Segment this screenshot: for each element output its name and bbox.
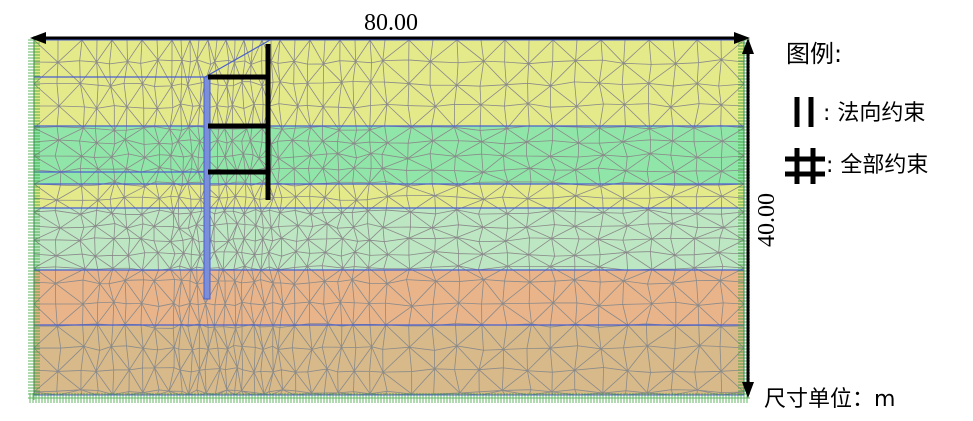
full-constraint-icon bbox=[785, 148, 825, 184]
unit-label: 尺寸单位：m bbox=[764, 387, 895, 412]
legend-normal-constraint-label: : 法向约束 bbox=[823, 101, 925, 126]
diaphragm-wall bbox=[203, 76, 211, 300]
layer-4 bbox=[34, 208, 744, 270]
width-dimension-label: 80.00 bbox=[364, 10, 418, 36]
arrow-left-icon bbox=[30, 32, 46, 44]
support-ticks bbox=[28, 36, 750, 403]
layer-1 bbox=[34, 40, 744, 126]
retaining-wall bbox=[203, 76, 211, 300]
legend-full-constraint-label: : 全部约束 bbox=[826, 153, 928, 178]
arrow-down-icon bbox=[742, 382, 754, 398]
normal-constraint-icon bbox=[794, 97, 814, 127]
layer-2 bbox=[34, 126, 744, 184]
arrow-up-icon bbox=[742, 38, 754, 54]
struts bbox=[208, 44, 271, 200]
triangular-mesh bbox=[34, 40, 744, 395]
mesh-elements bbox=[34, 40, 744, 395]
dimension-lines bbox=[30, 32, 754, 398]
excavation-slope-line bbox=[204, 39, 271, 78]
legend-title: 图例: bbox=[786, 40, 842, 68]
legend: 图例: : 法向约束 : 全部约束 bbox=[785, 40, 928, 184]
boundary-supports bbox=[28, 36, 750, 403]
height-dimension-label: 40.00 bbox=[754, 193, 780, 247]
arrow-right-icon bbox=[734, 32, 750, 44]
